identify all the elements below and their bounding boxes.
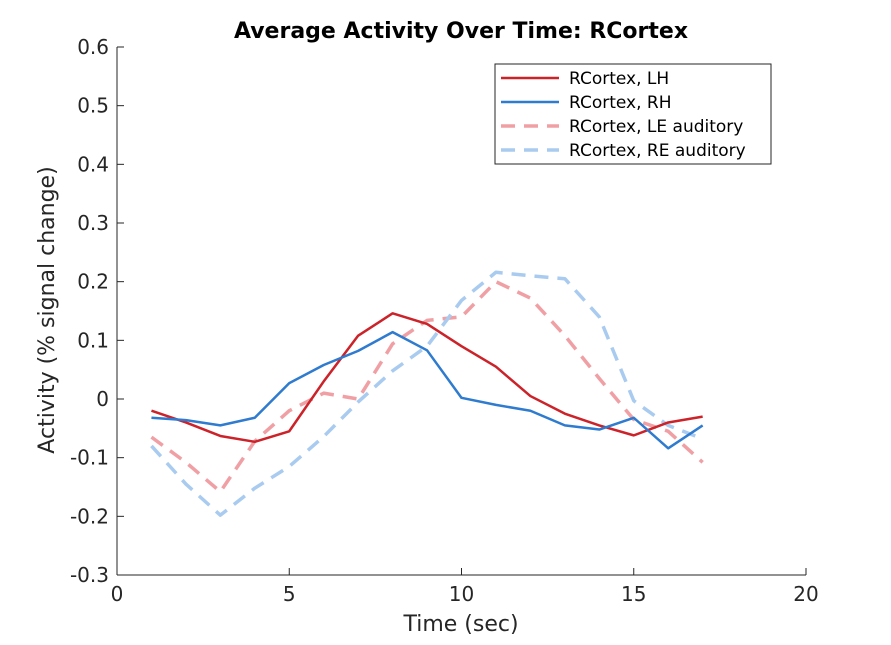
y-tick-label: -0.1 bbox=[70, 446, 109, 470]
x-tick-label: 5 bbox=[283, 582, 296, 606]
x-tick-label: 0 bbox=[111, 582, 124, 606]
x-tick-label: 10 bbox=[449, 582, 474, 606]
y-tick-label: 0.2 bbox=[77, 270, 109, 294]
y-tick-label: 0.6 bbox=[77, 35, 109, 59]
y-tick-label: 0.4 bbox=[77, 152, 109, 176]
x-tick-label: 15 bbox=[621, 582, 646, 606]
legend-box bbox=[494, 63, 772, 165]
axes: 0 5 10 15 20 -0.3 -0.2 -0.1 0 0.1 0.2 0.3 0.4 0.5 0.6 bbox=[70, 35, 819, 606]
x-axis-label: Time (sec) bbox=[402, 612, 518, 637]
legend: RCortex, LH RCortex, RH RCortex, LE audito… bbox=[494, 63, 772, 165]
series-line-3 bbox=[150, 279, 704, 494]
y-tick-label: 0 bbox=[96, 387, 109, 411]
legend-label: RCortex, LH bbox=[569, 69, 669, 89]
chart-title: Average Activity Over Time: RCortex bbox=[234, 19, 688, 44]
x-tick-label: 20 bbox=[793, 582, 818, 606]
series-line-4 bbox=[150, 270, 704, 517]
y-tick-label: 0.3 bbox=[77, 211, 109, 235]
y-axis-label: Activity (% signal change) bbox=[35, 166, 60, 453]
series-lines bbox=[150, 270, 704, 517]
y-tick-label: -0.2 bbox=[70, 504, 109, 528]
y-tick-label: 0.5 bbox=[77, 94, 109, 118]
y-tick-label: 0.1 bbox=[77, 328, 109, 352]
legend-label: RCortex, RH bbox=[569, 93, 672, 113]
legend-label: RCortex, LE auditory bbox=[569, 117, 743, 137]
series-line-2 bbox=[151, 330, 704, 450]
legend-label: RCortex, RE auditory bbox=[569, 141, 746, 161]
series-line-1 bbox=[151, 312, 703, 444]
y-tick-label: -0.3 bbox=[70, 563, 109, 587]
